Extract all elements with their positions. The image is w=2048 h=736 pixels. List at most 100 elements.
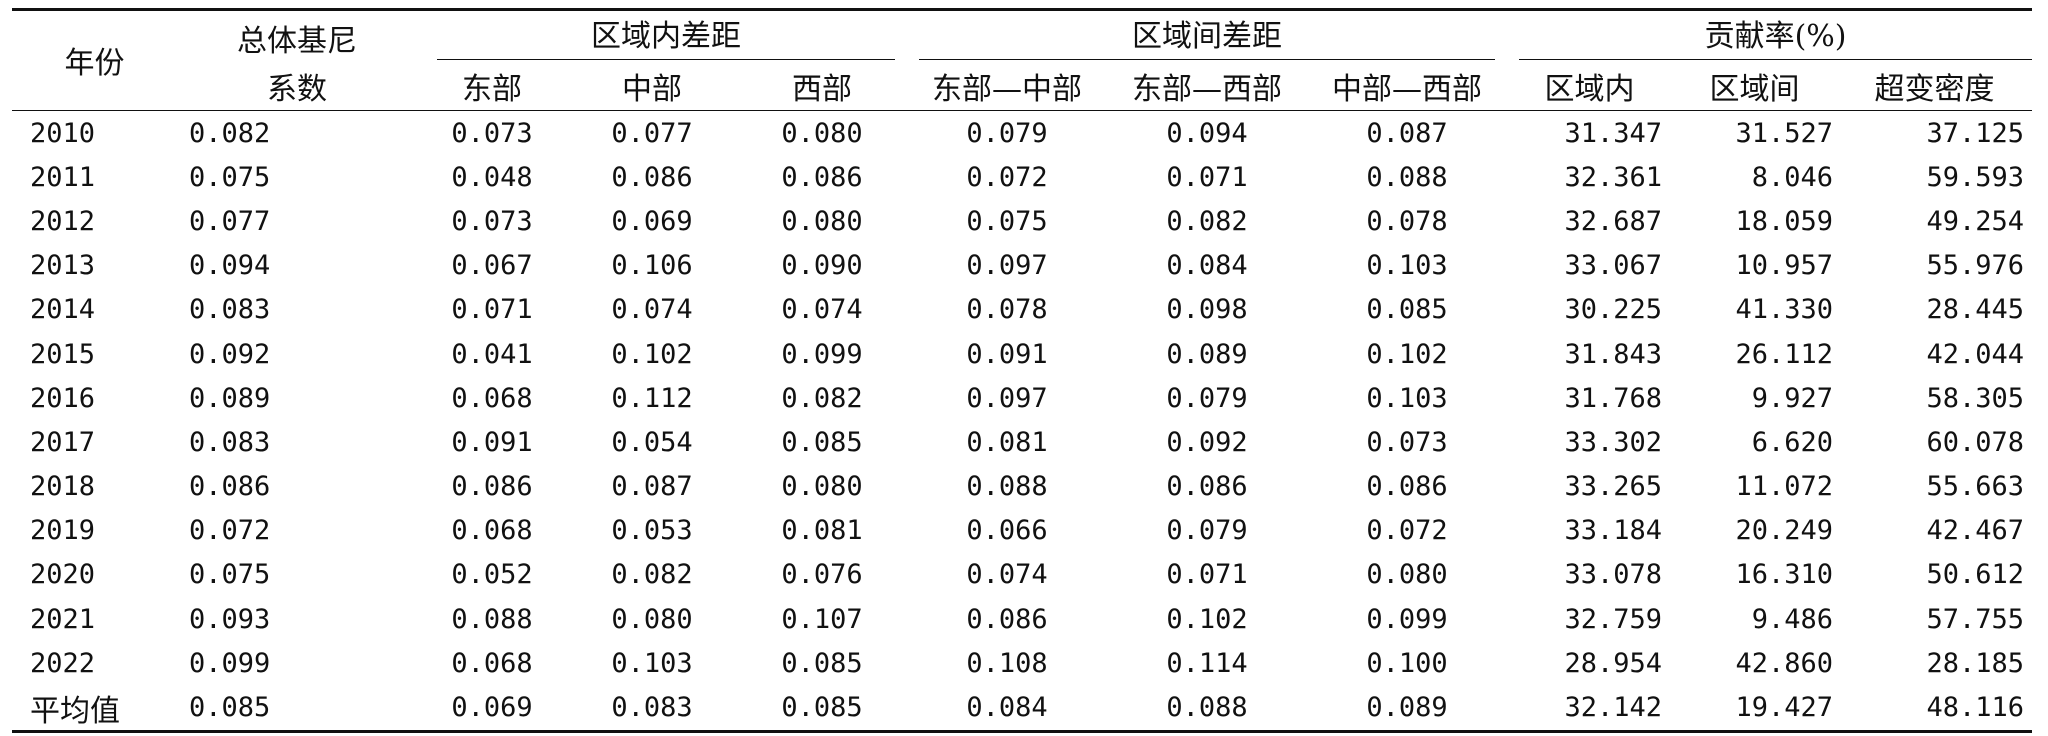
cell-total-gini: 0.085 — [189, 692, 271, 724]
cell-year: 2011 — [30, 161, 96, 193]
gini-decomposition-table: 年份 总体基尼 区域内差距 区域间差距 贡献率(%) 系数 东部 中部 西部 东… — [12, 8, 2033, 733]
cell-central-west: 0.072 — [1366, 515, 1448, 547]
cell-central-west: 0.073 — [1366, 426, 1448, 458]
cell-central-west: 0.087 — [1366, 117, 1448, 149]
cell-central: 0.080 — [611, 603, 693, 635]
cell-central-west: 0.100 — [1366, 647, 1448, 679]
cell-central-west: 0.103 — [1366, 250, 1448, 282]
cell-total-gini: 0.083 — [189, 426, 271, 458]
header-between: 区域间 — [1709, 72, 1800, 107]
cell-total-gini: 0.093 — [189, 603, 271, 635]
cell-total-gini: 0.083 — [189, 294, 271, 326]
cell-west: 0.099 — [781, 338, 863, 370]
cell-hyper: 28.185 — [1926, 647, 2025, 679]
cell-west: 0.080 — [781, 205, 863, 237]
table-row: 2022 0.099 0.068 0.103 0.085 0.108 0.114 0.100 2… — [12, 641, 2032, 685]
header-within: 区域内 — [1544, 72, 1635, 107]
cell-total-gini: 0.092 — [189, 338, 271, 370]
table-row: 平均值 0.085 0.069 0.083 0.085 0.084 0.088 0.089 32… — [12, 685, 2033, 732]
cell-east: 0.068 — [451, 515, 533, 547]
cell-east-west: 0.071 — [1166, 161, 1248, 193]
cell-hyper: 42.467 — [1926, 515, 2025, 547]
header-within-gap-label: 区域内差距 — [437, 11, 896, 60]
cell-within: 32.142 — [1564, 692, 1663, 724]
cell-between: 6.620 — [1751, 426, 1834, 458]
cell-total-gini: 0.072 — [189, 515, 271, 547]
cell-central-west: 0.102 — [1366, 338, 1448, 370]
cell-total-gini: 0.082 — [189, 117, 271, 149]
cell-central-west: 0.086 — [1366, 471, 1448, 503]
cell-west: 0.080 — [781, 471, 863, 503]
cell-total-gini: 0.077 — [189, 205, 271, 237]
table-row: 2015 0.092 0.041 0.102 0.099 0.091 0.089 0.102 3… — [12, 332, 2032, 376]
table-row: 2012 0.077 0.073 0.069 0.080 0.075 0.082 0.078 3… — [12, 199, 2032, 243]
cell-central: 0.053 — [611, 515, 693, 547]
table-row: 2014 0.083 0.071 0.074 0.074 0.078 0.098 0.085 3… — [12, 288, 2032, 332]
table-row: 2020 0.075 0.052 0.082 0.076 0.074 0.071 0.080 3… — [12, 553, 2032, 597]
cell-west: 0.085 — [781, 647, 863, 679]
cell-hyper: 50.612 — [1926, 559, 2025, 591]
cell-total-gini: 0.089 — [189, 382, 271, 414]
header-total-gini-line2: 系数 — [267, 72, 327, 107]
cell-central-west: 0.085 — [1366, 294, 1448, 326]
header-east: 东部 — [462, 72, 522, 107]
header-contribution-label: 贡献率(%) — [1519, 11, 2033, 60]
cell-east-west: 0.082 — [1166, 205, 1248, 237]
cell-total-gini: 0.086 — [189, 471, 271, 503]
cell-west: 0.074 — [781, 294, 863, 326]
cell-east-west: 0.094 — [1166, 117, 1248, 149]
cell-east-central: 0.075 — [966, 205, 1048, 237]
table-header: 年份 总体基尼 区域内差距 区域间差距 贡献率(%) 系数 东部 中部 西部 东… — [12, 9, 2033, 111]
cell-within: 32.759 — [1564, 603, 1663, 635]
cell-year: 2017 — [30, 426, 96, 458]
cell-west: 0.081 — [781, 515, 863, 547]
cell-between: 8.046 — [1751, 161, 1834, 193]
cell-west: 0.080 — [781, 117, 863, 149]
cell-between: 9.486 — [1751, 603, 1834, 635]
cell-central: 0.103 — [611, 647, 693, 679]
table-row: 2016 0.089 0.068 0.112 0.082 0.097 0.079 0.103 3… — [12, 376, 2032, 420]
cell-east-central: 0.078 — [966, 294, 1048, 326]
cell-between: 42.860 — [1735, 647, 1834, 679]
cell-west: 0.076 — [781, 559, 863, 591]
table-body: 2010 0.082 0.073 0.077 0.080 0.079 0.094 0.087 3… — [12, 111, 2033, 732]
cell-within: 32.687 — [1564, 205, 1663, 237]
cell-between: 41.330 — [1735, 294, 1834, 326]
cell-east-central: 0.074 — [966, 559, 1048, 591]
cell-between: 18.059 — [1735, 205, 1834, 237]
cell-hyper: 48.116 — [1926, 692, 2025, 724]
cell-between: 9.927 — [1751, 382, 1834, 414]
cell-central-west: 0.089 — [1366, 692, 1448, 724]
cell-central-west: 0.103 — [1366, 382, 1448, 414]
cell-year: 2022 — [30, 647, 96, 679]
header-year: 年份 — [12, 9, 177, 111]
table-row: 2021 0.093 0.088 0.080 0.107 0.086 0.102 0.099 3… — [12, 597, 2032, 641]
cell-year: 2020 — [30, 559, 96, 591]
cell-hyper: 37.125 — [1926, 117, 2025, 149]
cell-east-central: 0.079 — [966, 117, 1048, 149]
table-row: 2018 0.086 0.086 0.087 0.080 0.088 0.086 0.086 3… — [12, 465, 2032, 509]
header-hyper: 超变密度 — [1874, 72, 1995, 107]
header-row-1: 年份 总体基尼 区域内差距 区域间差距 贡献率(%) — [12, 9, 2033, 111]
cell-hyper: 28.445 — [1926, 294, 2025, 326]
cell-west: 0.082 — [781, 382, 863, 414]
cell-west: 0.090 — [781, 250, 863, 282]
cell-year: 2014 — [30, 294, 96, 326]
cell-central: 0.082 — [611, 559, 693, 591]
cell-central: 0.106 — [611, 250, 693, 282]
header-within-gap: 区域内差距 — [417, 10, 907, 63]
cell-between: 20.249 — [1735, 515, 1834, 547]
cell-between: 10.957 — [1735, 250, 1834, 282]
cell-east-west: 0.079 — [1166, 382, 1248, 414]
cell-east: 0.069 — [451, 692, 533, 724]
cell-total-gini: 0.075 — [189, 161, 271, 193]
cell-central: 0.102 — [611, 338, 693, 370]
header-contribution: 贡献率(%) — [1507, 10, 2033, 63]
cell-within: 32.361 — [1564, 161, 1663, 193]
cell-east: 0.052 — [451, 559, 533, 591]
header-central-west: 中部—西部 — [1332, 72, 1483, 107]
cell-east-central: 0.097 — [966, 250, 1048, 282]
cell-central: 0.112 — [611, 382, 693, 414]
cell-between: 16.310 — [1735, 559, 1834, 591]
cell-east: 0.073 — [451, 117, 533, 149]
